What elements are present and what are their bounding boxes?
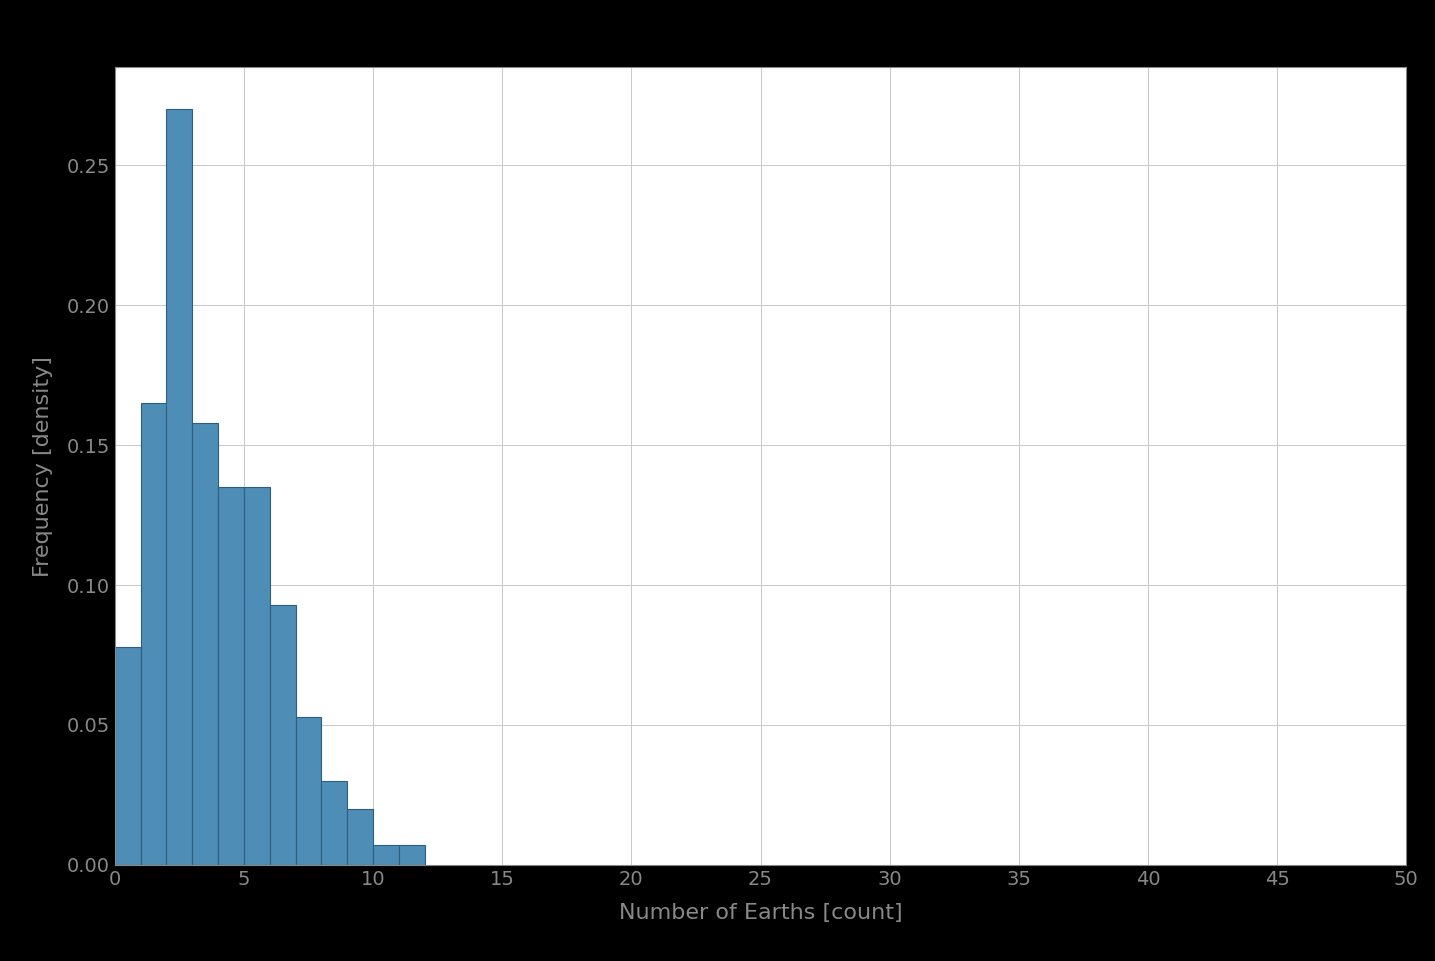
Bar (296, 717, 321, 865)
Bar (244, 487, 270, 865)
Bar (373, 846, 399, 865)
Bar (321, 781, 347, 865)
Bar (347, 809, 373, 865)
Bar (141, 403, 166, 865)
Bar (270, 604, 296, 865)
Bar (115, 647, 141, 865)
Bar (399, 846, 425, 865)
Bar (218, 487, 244, 865)
Bar (166, 110, 192, 865)
Bar (192, 423, 218, 865)
Y-axis label: Frequency [density]: Frequency [density] (33, 356, 53, 577)
X-axis label: Number of Earths [count]: Number of Earths [count] (618, 902, 903, 923)
